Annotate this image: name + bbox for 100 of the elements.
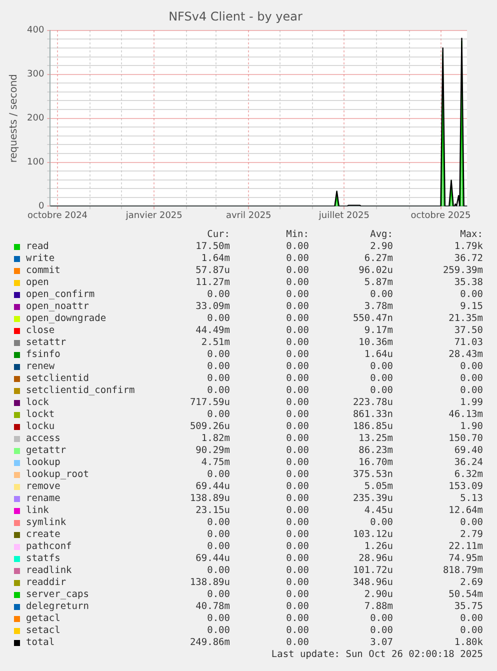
y-tick-label: 400 xyxy=(26,26,44,36)
text: 0.00 xyxy=(459,385,483,397)
text: 12.64m xyxy=(448,505,483,517)
legend-label: readdir xyxy=(26,577,66,589)
text: 0.00 xyxy=(285,241,309,253)
text: 35.75 xyxy=(453,601,483,613)
legend-label: setattr xyxy=(26,337,66,349)
text: 5.05m xyxy=(363,481,393,493)
text: 69.40 xyxy=(453,445,483,457)
text: Avg: xyxy=(369,229,393,241)
text: 0.00 xyxy=(285,589,309,601)
text: 0.00 xyxy=(285,337,309,349)
text: 0.00 xyxy=(206,361,230,373)
legend-label: lockt xyxy=(26,409,55,421)
text: 9.15 xyxy=(459,301,483,313)
text: 1.79k xyxy=(453,241,483,253)
text: 0.00 xyxy=(369,289,393,301)
text: 348.96u xyxy=(352,577,393,589)
text: 40.78m xyxy=(194,601,230,613)
text: 37.50 xyxy=(453,325,483,337)
text: 717.59u xyxy=(188,397,230,409)
text: 46.13m xyxy=(448,409,483,421)
text: 0.00 xyxy=(206,625,230,637)
text: 0.00 xyxy=(285,433,309,445)
text: 0.00 xyxy=(459,373,483,385)
text: 0.00 xyxy=(206,313,230,325)
legend-label: commit xyxy=(26,265,60,277)
text: 0.00 xyxy=(369,517,393,529)
text: 6.27m xyxy=(363,253,393,265)
text: 861.33n xyxy=(352,409,393,421)
legend-label: lock xyxy=(26,397,49,409)
text: 0.00 xyxy=(369,373,393,385)
text: 0.00 xyxy=(285,637,309,649)
legend-label: read xyxy=(26,241,49,253)
legend-label: fsinfo xyxy=(26,349,60,361)
text: 36.72 xyxy=(453,253,483,265)
legend-label: getattr xyxy=(26,445,66,457)
text: 2.69 xyxy=(459,577,483,589)
legend-label: statfs xyxy=(26,553,60,565)
legend-label: setclientid xyxy=(26,373,89,385)
text: 71.03 xyxy=(453,337,483,349)
text: 57.87u xyxy=(194,265,230,277)
legend-label: create xyxy=(26,529,60,541)
text: 90.29m xyxy=(194,445,230,457)
text: 0.00 xyxy=(206,289,230,301)
text: 69.44u xyxy=(194,481,230,493)
text: 5.87m xyxy=(363,277,393,289)
text: 0.00 xyxy=(285,265,309,277)
text: 0.00 xyxy=(206,529,230,541)
text: 22.11m xyxy=(448,541,483,553)
text: 0.00 xyxy=(285,313,309,325)
text: 2.90u xyxy=(363,589,393,601)
text: 6.32m xyxy=(453,469,483,481)
text: 2.90 xyxy=(369,241,393,253)
text: 0.00 xyxy=(459,289,483,301)
text: 153.09 xyxy=(448,481,483,493)
text: 138.89u xyxy=(188,577,230,589)
text: 13.25m xyxy=(358,433,393,445)
legend-label: open xyxy=(26,277,49,289)
text: 0.00 xyxy=(285,349,309,361)
text: 138.89u xyxy=(188,493,230,505)
legend-label: readlink xyxy=(26,565,72,577)
text: 550.47n xyxy=(352,313,393,325)
text: 150.70 xyxy=(448,433,483,445)
text: 0.00 xyxy=(285,529,309,541)
text: 0.00 xyxy=(369,625,393,637)
text: 1.82m xyxy=(200,433,230,445)
y-tick-label: 100 xyxy=(26,158,44,168)
text: 0.00 xyxy=(206,469,230,481)
text: 1.80k xyxy=(453,637,483,649)
y-tick-label: 200 xyxy=(26,114,44,124)
legend-label: open_noattr xyxy=(26,301,89,313)
text: 0.00 xyxy=(206,349,230,361)
legend-label: renew xyxy=(26,361,55,373)
legend-label: rename xyxy=(26,493,60,505)
text: 0.00 xyxy=(285,565,309,577)
legend-label: delegreturn xyxy=(26,601,89,613)
text: 4.75m xyxy=(200,457,230,469)
legend-label: setclientid_confirm xyxy=(26,385,135,397)
x-tick-label: avril 2025 xyxy=(226,210,272,221)
text: 50.54m xyxy=(448,589,483,601)
text: 1.90 xyxy=(459,421,483,433)
text: 86.23m xyxy=(358,445,393,457)
x-tick-label: octobre 2025 xyxy=(410,210,471,221)
text: 0.00 xyxy=(206,373,230,385)
text: 0.00 xyxy=(285,625,309,637)
text: 28.96u xyxy=(358,553,393,565)
text: 0.00 xyxy=(459,625,483,637)
text: 96.02u xyxy=(358,265,393,277)
text: 35.38 xyxy=(453,277,483,289)
text: 0.00 xyxy=(285,253,309,265)
legend-label: lookup_root xyxy=(26,469,89,481)
text: 9.17m xyxy=(363,325,393,337)
text: 1.26u xyxy=(363,541,393,553)
text: 0.00 xyxy=(206,517,230,529)
text: 259.39m xyxy=(442,265,483,277)
text: 0.00 xyxy=(285,301,309,313)
text: 0.00 xyxy=(285,421,309,433)
text: 509.26u xyxy=(188,421,230,433)
text: 0.00 xyxy=(285,505,309,517)
